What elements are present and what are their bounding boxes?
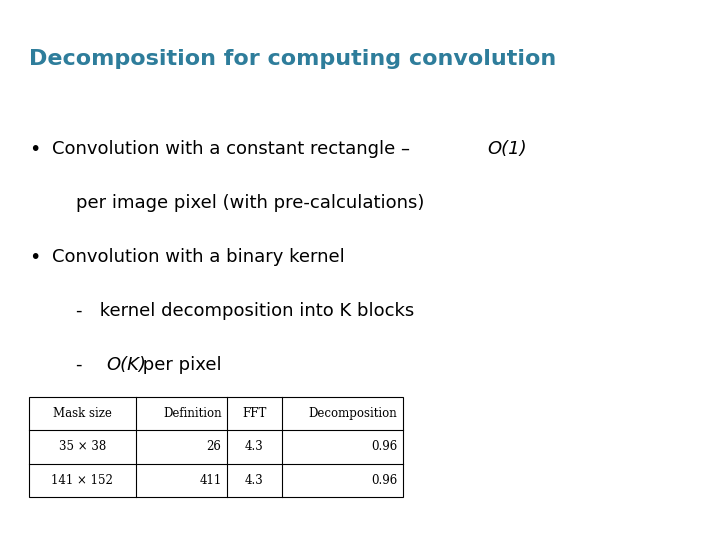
Text: 4.3: 4.3 bbox=[245, 440, 264, 454]
Text: 35 × 38: 35 × 38 bbox=[58, 440, 106, 454]
Text: per image pixel (with pre-calculations): per image pixel (with pre-calculations) bbox=[76, 194, 424, 212]
Text: 4.3: 4.3 bbox=[245, 474, 264, 487]
Text: Convolution with a constant rectangle –: Convolution with a constant rectangle – bbox=[52, 140, 415, 158]
Text: Decomposition: Decomposition bbox=[309, 407, 397, 420]
Text: 0.96: 0.96 bbox=[372, 474, 397, 487]
Text: •: • bbox=[29, 248, 40, 267]
Text: Mask size: Mask size bbox=[53, 407, 112, 420]
Text: 26: 26 bbox=[207, 440, 222, 454]
Text: Definition: Definition bbox=[163, 407, 222, 420]
Bar bbox=[29, 397, 403, 497]
Text: -: - bbox=[76, 356, 99, 374]
Text: O(K): O(K) bbox=[106, 356, 145, 374]
Text: 411: 411 bbox=[199, 474, 222, 487]
Text: 141 × 152: 141 × 152 bbox=[51, 474, 113, 487]
Text: •: • bbox=[29, 140, 40, 159]
Text: Convolution with a binary kernel: Convolution with a binary kernel bbox=[52, 248, 345, 266]
Text: per pixel: per pixel bbox=[137, 356, 222, 374]
Text: 0.96: 0.96 bbox=[372, 440, 397, 454]
Text: FFT: FFT bbox=[242, 407, 266, 420]
Text: O(1): O(1) bbox=[487, 140, 527, 158]
Text: -   kernel decomposition into K blocks: - kernel decomposition into K blocks bbox=[76, 302, 414, 320]
Text: Decomposition for computing convolution: Decomposition for computing convolution bbox=[29, 49, 556, 69]
